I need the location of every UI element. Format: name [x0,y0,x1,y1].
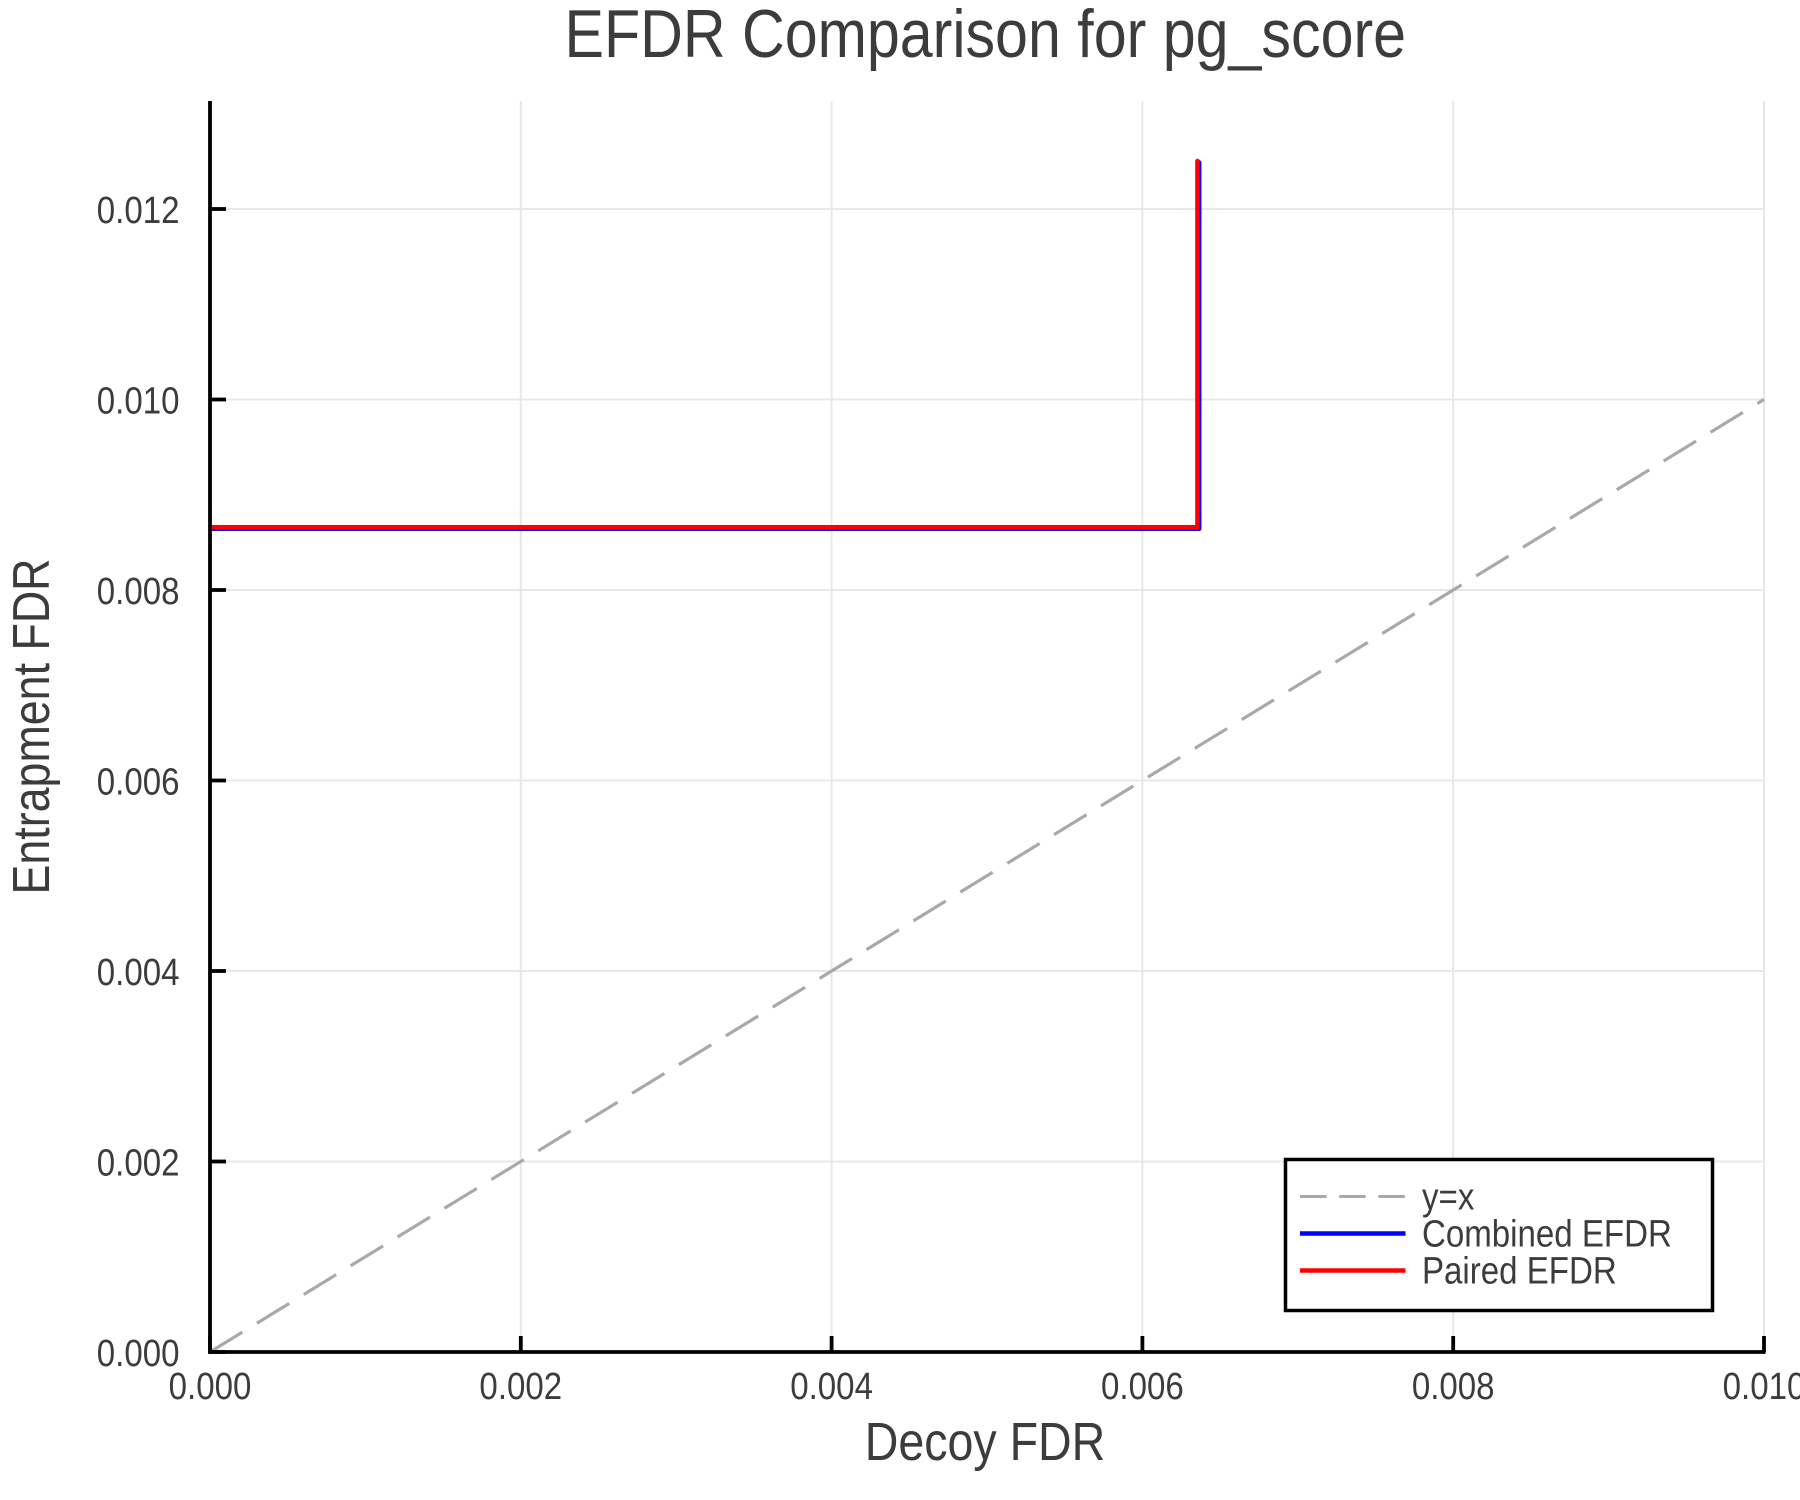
svg-text:0.002: 0.002 [479,1365,562,1408]
svg-text:EFDR Comparison for pg_score: EFDR Comparison for pg_score [565,0,1407,72]
svg-text:0.004: 0.004 [97,951,180,994]
svg-text:Entrapment FDR: Entrapment FDR [3,558,61,894]
svg-text:0.012: 0.012 [97,189,180,232]
svg-text:y=x: y=x [1422,1175,1475,1218]
svg-text:Combined EFDR: Combined EFDR [1422,1212,1672,1255]
svg-text:0.002: 0.002 [97,1141,180,1184]
svg-text:0.000: 0.000 [97,1332,180,1375]
svg-text:0.010: 0.010 [97,379,180,422]
svg-text:Decoy FDR: Decoy FDR [865,1412,1105,1472]
svg-text:Paired EFDR: Paired EFDR [1422,1249,1617,1292]
svg-text:0.010: 0.010 [1723,1365,1800,1408]
svg-text:0.004: 0.004 [790,1365,873,1408]
svg-text:0.000: 0.000 [169,1365,252,1408]
svg-text:0.008: 0.008 [97,570,180,613]
svg-text:0.006: 0.006 [1101,1365,1184,1408]
svg-text:0.006: 0.006 [97,760,180,803]
svg-text:0.008: 0.008 [1412,1365,1495,1408]
